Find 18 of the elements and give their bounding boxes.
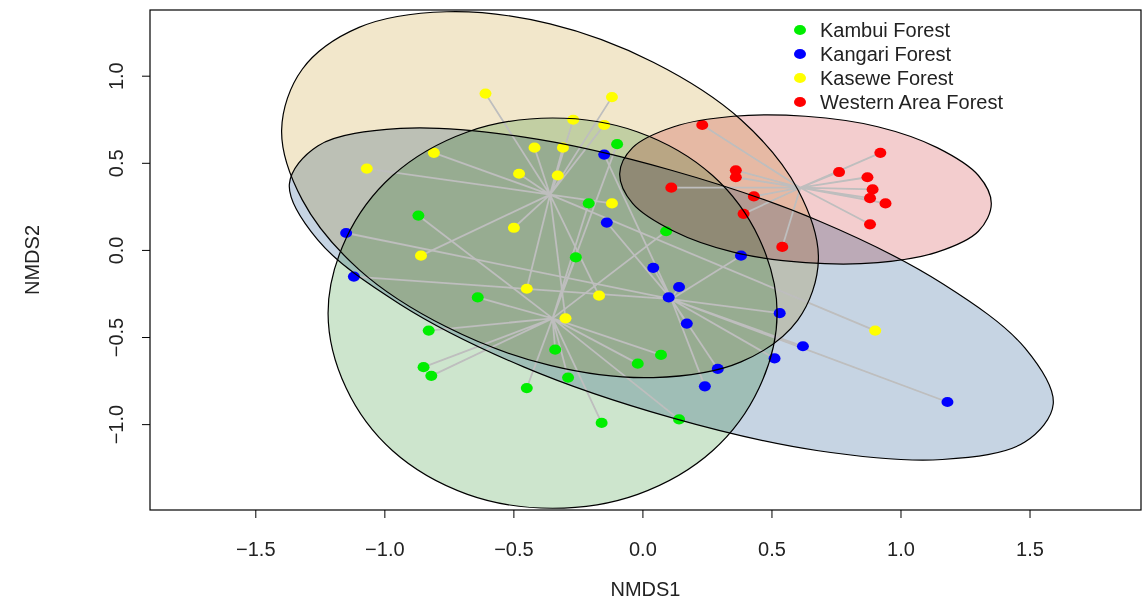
x-tick-label: 0.5 — [758, 538, 786, 560]
x-tick-label: 1.5 — [1016, 538, 1044, 560]
x-axis-title: NMDS1 — [610, 578, 681, 600]
y-axis-title: NMDS2 — [21, 224, 43, 296]
x-tick-label: −1.0 — [365, 538, 405, 560]
legend-label: Kambui Forest — [820, 19, 951, 41]
legend-label: Western Area Forest — [820, 91, 1004, 113]
y-tick-label: 1.0 — [105, 62, 127, 91]
x-tick-label: −0.5 — [494, 538, 534, 560]
y-tick-label: −0.5 — [105, 317, 127, 358]
x-tick-label: −1.5 — [236, 538, 276, 560]
y-tick-label: 0.0 — [105, 236, 127, 265]
x-tick-label: 0.0 — [629, 538, 657, 560]
legend-label: Kasewe Forest — [820, 67, 954, 89]
x-tick-label: 1.0 — [887, 538, 915, 560]
y-tick-label: −1.0 — [105, 404, 127, 445]
legend-label: Kangari Forest — [820, 43, 952, 65]
y-tick-label: 0.5 — [105, 149, 127, 178]
